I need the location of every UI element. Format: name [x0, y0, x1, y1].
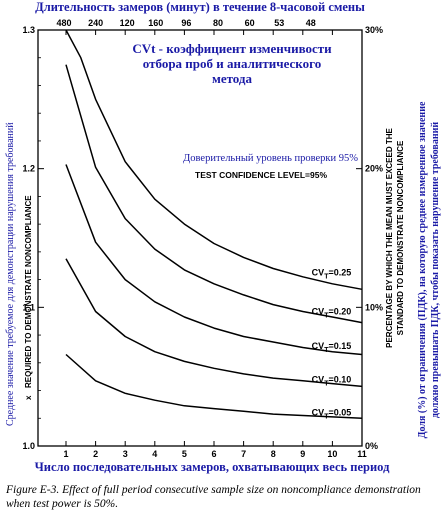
y-right-label-en-0: PERCENTAGE BY WHICH THE MEAN MUST EXCEED…	[385, 127, 394, 347]
figure-caption: Figure E-3. Effect of full period consec…	[6, 484, 421, 510]
chart-texts: Длительность замеров (минут) в течение 8…	[5, 0, 441, 474]
series-label-3: CVT=0.10	[312, 374, 352, 387]
top-tick-label-120: 120	[120, 18, 135, 28]
series-label-0: CVT=0.25	[312, 268, 352, 281]
x-tick-label-7: 7	[241, 449, 246, 459]
curve-cvt-0-20	[65, 64, 363, 324]
x-tick-label-8: 8	[271, 449, 276, 459]
top-tick-label-80: 80	[213, 18, 223, 28]
top-tick-label-480: 480	[56, 18, 71, 28]
y-right-label-en-1: STANDARD TO DEMONSTRATE NONCOMPLIANCE	[396, 140, 405, 335]
top-tick-label-60: 60	[245, 18, 255, 28]
x-axis-label-ru: Число последовательных замеров, охватыва…	[35, 460, 390, 474]
series-label-4: CVT=0.05	[312, 408, 352, 421]
y-tick-label-1.0: 1.0	[22, 441, 35, 451]
x-tick-label-5: 5	[182, 449, 187, 459]
y2-tick-label-10%: 10%	[365, 302, 383, 312]
y2-tick-label-0%: 0%	[365, 441, 378, 451]
title-ru-line-1: отбора проб и аналитического	[143, 56, 321, 71]
confidence-ru: Доверительный уровень проверки 95%	[183, 153, 358, 164]
y-left-label-ru: Среднее значение требуемое для демонстра…	[5, 122, 16, 426]
x-tick-label-6: 6	[211, 449, 216, 459]
y-left-label-en: REQUIRED TO DEMONSTRATE NONCOMPLIANCE	[24, 195, 33, 388]
confidence-en: TEST CONFIDENCE LEVEL=95%	[195, 170, 327, 180]
top-axis-title: Длительность замеров (минут) в течение 8…	[35, 0, 365, 14]
x-tick-label-9: 9	[300, 449, 305, 459]
x-tick-label-1: 1	[63, 449, 68, 459]
plot-axes	[37, 29, 363, 447]
y-right-label-ru-1: должно превышать ПДК, чтобы показать нар…	[430, 122, 441, 418]
curve-cvt-0-10	[65, 258, 363, 388]
y2-tick-label-30%: 30%	[365, 25, 383, 35]
curve-cvt-0-05	[65, 353, 363, 420]
x-tick-label-10: 10	[327, 449, 337, 459]
title-ru-line-0: CVt - коэффициент изменчивости	[132, 41, 332, 56]
x-tick-label-11: 11	[357, 449, 367, 459]
y-tick-label-1.3: 1.3	[22, 25, 35, 35]
top-tick-label-53: 53	[274, 18, 284, 28]
series-label-2: CVT=0.15	[312, 341, 352, 354]
x-tick-label-3: 3	[123, 449, 128, 459]
y-left-label-en-x: x	[24, 395, 33, 400]
curve-cvt-0-15	[65, 164, 363, 356]
title-ru-line-2: метода	[212, 71, 253, 86]
top-tick-label-240: 240	[88, 18, 103, 28]
y-right-label-ru-0: Доля (%) от ограничения (ПДК), на котору…	[417, 101, 428, 438]
curve-cvt-0-25	[65, 29, 363, 291]
x-tick-label-4: 4	[152, 449, 157, 459]
x-tick-label-2: 2	[93, 449, 98, 459]
top-tick-label-96: 96	[181, 18, 191, 28]
series-curves	[65, 29, 363, 420]
top-tick-label-160: 160	[148, 18, 163, 28]
series-label-1: CVT=0.20	[312, 306, 352, 319]
plot-frame	[37, 29, 363, 447]
y2-tick-label-20%: 20%	[365, 164, 383, 174]
y-tick-label-1.2: 1.2	[22, 164, 35, 174]
series-labels: CVT=0.25 CVT=0.20 CVT=0.15 CVT=0.10 CVT=0.05	[312, 268, 352, 421]
top-tick-label-48: 48	[306, 18, 316, 28]
y-tick-label-1.1: 1.1	[22, 302, 35, 312]
axis-ticks: 1 2 3 4 5 6 7 8 9 10 11 480 240 120 160 96 80 60 53 48 1.0 1.…	[22, 18, 383, 459]
